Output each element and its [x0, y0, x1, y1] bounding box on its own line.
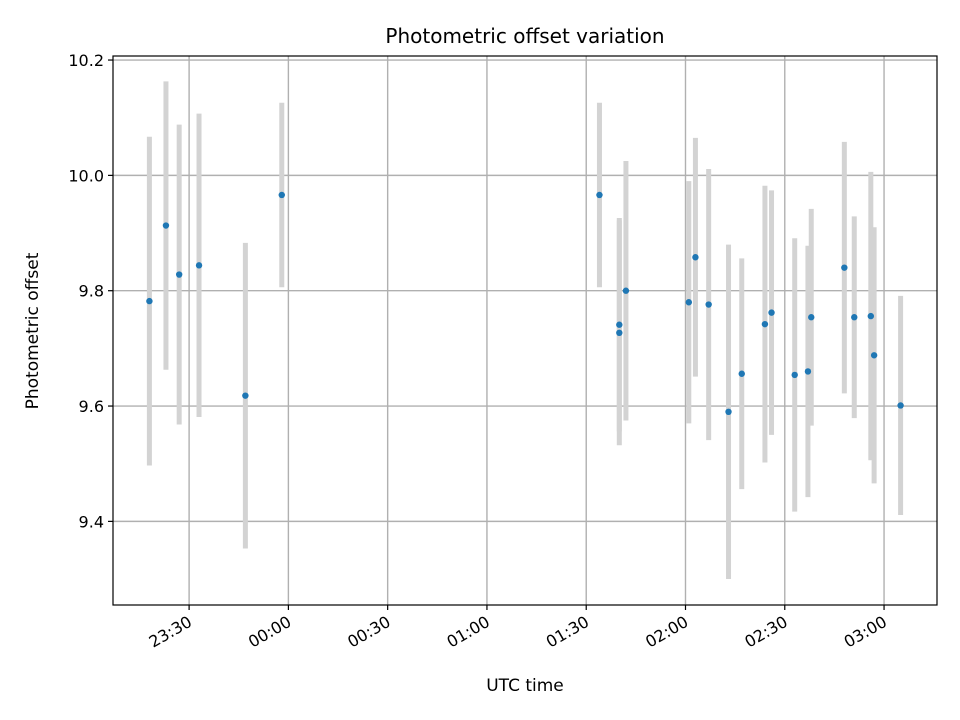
- y-tick-label: 9.4: [79, 512, 104, 531]
- y-axis-title: Photometric offset: [23, 252, 43, 409]
- y-tick-label: 10.0: [68, 166, 104, 185]
- data-point: [692, 254, 699, 261]
- plot-frame: [112, 55, 938, 606]
- data-point: [870, 352, 878, 359]
- grid: [113, 56, 937, 605]
- data-point: [791, 371, 798, 379]
- data-point: [242, 392, 249, 399]
- data-point: [175, 271, 183, 278]
- data-point: [897, 402, 904, 409]
- x-axis-title: UTC time: [486, 676, 564, 696]
- data-point: [616, 329, 623, 337]
- data-point: [195, 262, 203, 269]
- data-point: [841, 264, 848, 271]
- y-tick-label: 9.6: [79, 397, 104, 416]
- data-point: [808, 314, 815, 321]
- data-point: [685, 299, 693, 306]
- data-point: [162, 222, 170, 229]
- data-point: [738, 370, 745, 377]
- data-point: [146, 297, 153, 305]
- y-tick-label: 9.8: [79, 282, 104, 301]
- data-point: [804, 368, 812, 375]
- y-tick-label: 10.2: [68, 51, 104, 70]
- data-point: [616, 321, 623, 328]
- data-point: [768, 309, 775, 316]
- data-point: [761, 320, 769, 328]
- data-point: [867, 312, 875, 320]
- data-point: [725, 408, 732, 416]
- data-points: [146, 191, 904, 416]
- data-point: [278, 191, 285, 199]
- data-point: [622, 287, 630, 294]
- chart-title: Photometric offset variation: [385, 24, 664, 48]
- data-point: [851, 314, 858, 321]
- data-point: [596, 191, 603, 199]
- data-point: [705, 301, 712, 308]
